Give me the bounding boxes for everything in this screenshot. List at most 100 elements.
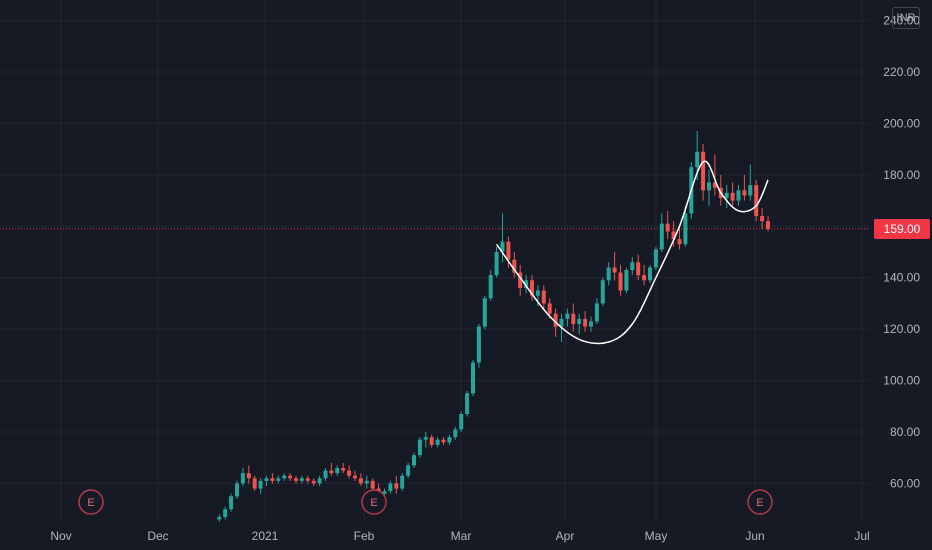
candle-body — [677, 239, 682, 245]
candle-body — [341, 468, 346, 471]
candle-body — [583, 318, 588, 327]
candle-body — [665, 223, 670, 232]
candle — [246, 465, 251, 484]
price-tick-label: 80.00 — [890, 425, 920, 439]
candle-body — [589, 321, 593, 327]
candle-body — [488, 275, 493, 299]
candle — [565, 308, 570, 327]
candle — [317, 475, 322, 486]
candle — [653, 246, 658, 270]
candle — [594, 298, 599, 324]
candle-body — [482, 298, 487, 327]
currency-badge[interactable]: INR — [892, 7, 920, 29]
candle — [488, 270, 493, 301]
candle-body — [299, 478, 304, 481]
candle-body — [553, 313, 558, 327]
price-tick-label: 200.00 — [883, 116, 920, 130]
candle — [606, 262, 611, 286]
candle-body — [471, 362, 475, 394]
candle-body — [435, 439, 440, 445]
price-axis[interactable]: 240.00220.00200.00180.00160.00140.00120.… — [883, 14, 920, 491]
candle-body — [406, 465, 411, 476]
candle-body — [229, 496, 234, 510]
candle — [701, 144, 706, 201]
candle-body — [223, 509, 228, 517]
candle-body — [736, 190, 741, 201]
candle — [453, 426, 458, 440]
time-tick-label: Nov — [50, 529, 71, 543]
candle — [471, 360, 475, 396]
candle-body — [252, 478, 257, 489]
time-axis[interactable]: Nov Dec 2021 Feb Mar Apr May Jun Jul — [50, 529, 869, 543]
candle — [577, 313, 582, 335]
candle — [618, 264, 623, 296]
candle — [235, 480, 239, 499]
candle — [642, 264, 647, 286]
candle-body — [565, 313, 570, 319]
candle — [530, 275, 534, 301]
candle-body — [246, 473, 251, 479]
event-label: E — [87, 497, 94, 509]
candle — [323, 468, 328, 481]
candle — [406, 462, 411, 479]
earnings-event-marker[interactable]: E — [747, 489, 773, 515]
candle-body — [636, 262, 641, 276]
candle — [270, 473, 275, 484]
candle — [335, 465, 340, 476]
candle-body — [459, 414, 464, 430]
candle-body — [695, 151, 700, 168]
candle-body — [441, 439, 446, 443]
candle-body — [724, 192, 729, 198]
candle — [294, 475, 298, 484]
candle-body — [701, 151, 706, 191]
candle — [736, 185, 741, 206]
candle-body — [648, 267, 652, 281]
candle-body — [559, 318, 564, 327]
candle — [512, 252, 517, 278]
candle-body — [518, 272, 523, 288]
candle — [665, 210, 670, 240]
candle-body — [429, 437, 434, 445]
earnings-event-marker[interactable]: E — [361, 489, 387, 515]
candle — [465, 390, 470, 417]
candle — [476, 324, 481, 368]
candle-body — [577, 318, 582, 324]
candle — [347, 465, 352, 479]
cup-and-handle-curve — [495, 160, 769, 345]
candle — [240, 468, 245, 486]
candle — [394, 475, 399, 494]
candle — [494, 246, 499, 278]
candle — [370, 478, 375, 492]
candle — [766, 216, 770, 232]
current-price-tag: 159.00 — [874, 218, 930, 239]
time-tick-label: Mar — [451, 529, 472, 543]
candle — [459, 411, 464, 432]
candle — [364, 475, 369, 489]
candle — [341, 462, 346, 474]
candle-body — [659, 223, 664, 250]
candle-body — [500, 241, 505, 252]
candle — [583, 311, 588, 332]
candle — [659, 213, 664, 252]
candle-body — [683, 213, 688, 245]
event-circle — [78, 489, 104, 515]
candle — [264, 475, 269, 486]
candle-body — [364, 480, 369, 484]
candle-body — [712, 182, 717, 188]
candle — [630, 257, 635, 276]
earnings-event-marker[interactable]: E — [78, 489, 104, 515]
candle — [482, 295, 487, 330]
candle-body — [276, 478, 281, 481]
candle — [412, 452, 416, 468]
candle-body — [347, 470, 352, 476]
candle-body — [270, 478, 275, 481]
candle-body — [447, 437, 452, 443]
candle — [358, 473, 363, 486]
candle-body — [760, 216, 765, 222]
candle — [742, 174, 747, 201]
candle-body — [465, 393, 470, 414]
candle-body — [530, 280, 534, 296]
candle-body — [329, 470, 334, 474]
